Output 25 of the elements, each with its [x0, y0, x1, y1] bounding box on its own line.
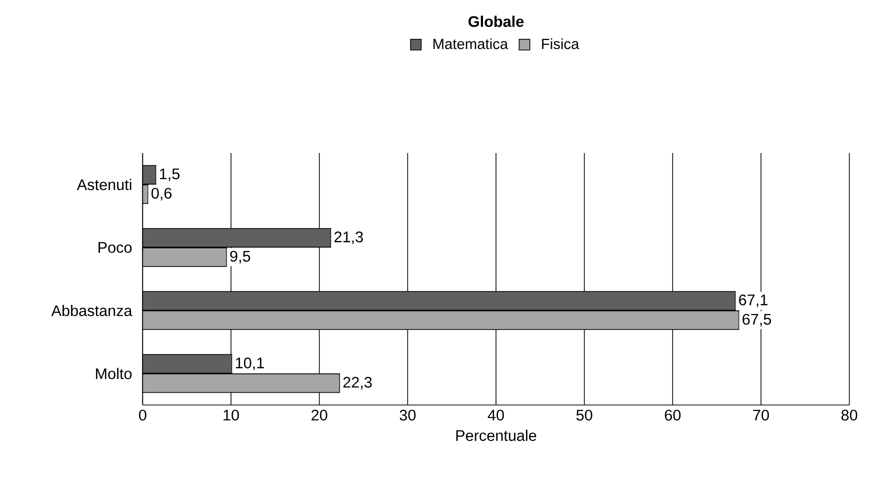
x-tick-label: 80: [841, 410, 858, 421]
x-tick-label: 40: [488, 410, 504, 421]
x-tick-label: 50: [576, 410, 592, 421]
x-tick-label: 0: [139, 410, 146, 421]
chart-title: Globale: [468, 16, 524, 27]
x-tick-label: 20: [312, 410, 328, 421]
x-tick-label: 70: [753, 410, 769, 421]
x-tick-label: 30: [400, 410, 416, 421]
x-axis-title: Percentuale: [456, 430, 536, 441]
y-tick-label: Poco: [98, 242, 132, 253]
y-tick-label: Abbastanza: [51, 304, 132, 316]
data-label: 67,5: [742, 314, 772, 327]
data-label: 9,5: [230, 250, 250, 264]
data-label: 22,3: [343, 376, 372, 390]
x-tick-label: 60: [664, 410, 681, 421]
data-label: 10,1: [236, 358, 264, 370]
x-tick-label: 10: [224, 410, 239, 421]
legend-label: Matematica: [433, 38, 508, 50]
data-label: 67,1: [739, 294, 768, 308]
y-tick-label: Astenuti: [76, 178, 132, 190]
y-tick-label: Molto: [96, 368, 132, 380]
data-label: 0,6: [152, 188, 172, 201]
legend-label: Fisica: [542, 38, 580, 50]
data-label: 1,5: [160, 168, 180, 182]
data-label: 21,3: [334, 232, 363, 244]
